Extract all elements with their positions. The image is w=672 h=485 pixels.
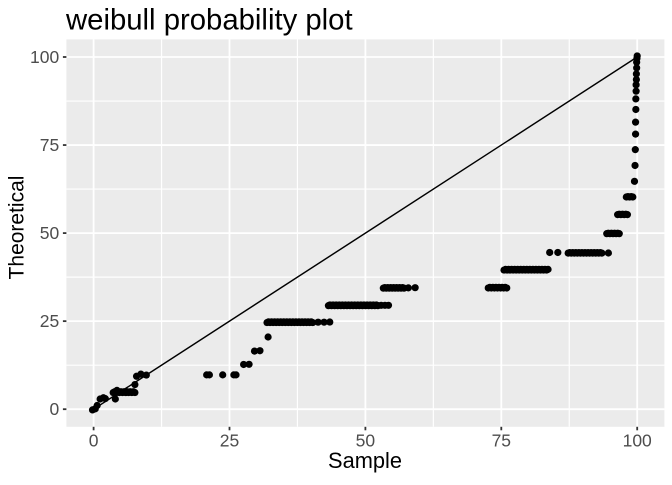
svg-text:weibull probability plot: weibull probability plot bbox=[65, 4, 353, 37]
svg-text:50: 50 bbox=[40, 223, 60, 243]
svg-text:25: 25 bbox=[220, 430, 239, 450]
svg-text:100: 100 bbox=[30, 47, 59, 67]
svg-text:75: 75 bbox=[40, 135, 59, 155]
svg-text:Theoretical: Theoretical bbox=[6, 176, 29, 280]
svg-text:25: 25 bbox=[40, 311, 59, 331]
svg-text:50: 50 bbox=[356, 430, 376, 450]
svg-text:0: 0 bbox=[49, 399, 59, 419]
svg-text:75: 75 bbox=[492, 430, 511, 450]
svg-text:100: 100 bbox=[623, 430, 652, 450]
svg-text:0: 0 bbox=[89, 430, 99, 450]
svg-text:Sample: Sample bbox=[328, 448, 402, 473]
